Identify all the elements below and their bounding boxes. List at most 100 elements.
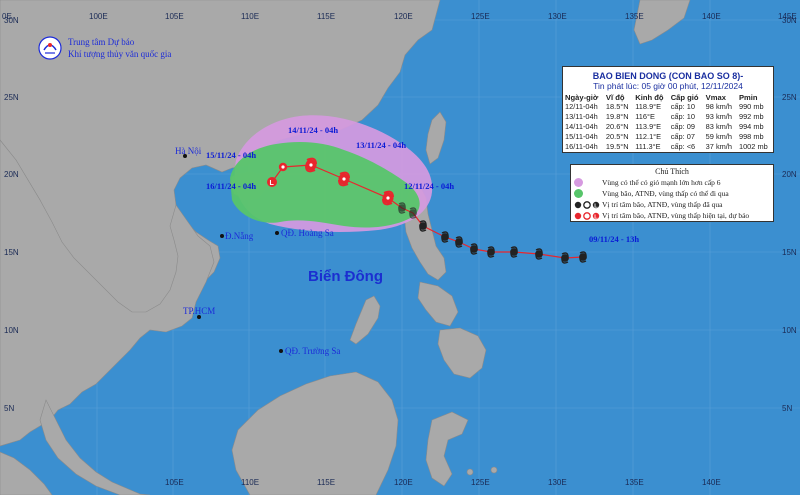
tick-left-4: 10N [4,326,19,335]
tick-top-1: 100E [89,12,108,21]
cell: 992 mb [738,112,764,121]
land [0,0,691,495]
indochina [0,139,215,447]
cell: cấp: 07 [670,132,695,141]
cell: 998 mb [738,132,764,141]
cell: 18.5°N [605,102,629,111]
bulletin-box: BAO BIEN DONG (CON BAO SO 8)- Tin phát l… [562,66,774,153]
legend-item-label: Vị trí tâm bão, ATNĐ, vùng thấp hiện tại… [602,211,750,220]
past-position-icon [419,220,427,232]
cell: 83 km/h [705,122,732,131]
cell: cấp: 10 [670,102,695,111]
cell: 118.9°E [635,102,662,111]
legend-item: L Vị trí tâm bão, ATNĐ, vùng thấp đã qua [571,199,773,210]
tick-bottom-4: 125E [471,478,490,487]
table-row: 13/11-04h 19.8°N 116°E cấp: 10 93 km/h 9… [563,112,773,122]
label-date-1211: 12/11/24 - 04h [404,181,455,191]
table-row: 16/11-04h 19.5°N 111.3°E cấp: <6 37 km/h… [563,142,773,152]
cell: 113.9°E [635,122,662,131]
tick-right-3: 15N [782,248,797,257]
table-row: 12/11-04h 18.5°N 118.9°E cấp: 10 98 km/h… [563,102,773,112]
past-position-icon [579,251,587,263]
legend-item: Vùng có thể có gió mạnh lớn hơn cấp 6 [571,177,773,188]
storm-path-zone [230,142,420,228]
label-hanoi: Hà Nội [175,146,202,156]
tick-bottom-0: 105E [165,478,184,487]
tick-top-4: 115E [317,12,336,21]
label-date-1611: 16/11/24 - 04h [206,181,257,191]
cell: cấp: 09 [670,122,695,131]
past-position-icon [409,207,417,219]
sumatra-island [0,451,53,495]
tick-right-1: 25N [782,93,797,102]
past-position-icon [441,231,449,243]
forecast-position-icon [278,162,288,172]
cell: 19.8°N [605,112,629,121]
agency-logo: Trung tâm Dự báo Khí tượng thủy văn quốc… [38,36,171,60]
label-truongsa: QĐ. Trường Sa [285,346,341,356]
tick-top-2: 105E [165,12,184,21]
japan-islands [633,0,691,45]
header-cell: Vmax [705,93,726,102]
cell: 20.5°N [605,132,629,141]
cell: 994 mb [738,122,764,131]
tick-top-8: 135E [625,12,644,21]
cell: 13/11-04h [565,112,598,121]
tick-top-3: 110E [241,12,260,21]
forecast-low-icon: L [267,177,277,187]
past-position-icon [535,248,543,260]
legend-item-label: Vùng có thể có gió mạnh lớn hơn cấp 6 [602,178,721,187]
bulletin-table: Ngày-giờ Vĩ độ Kinh độ Cấp gió Vmax Pmin… [563,93,773,152]
sulawesi-island [425,411,469,487]
hoangsa-dot [275,231,279,235]
cell: 111.3°E [635,142,661,151]
cell: 19.5°N [605,142,629,151]
bulletin-header-row: Ngày-giờ Vĩ độ Kinh độ Cấp gió Vmax Pmin [563,93,773,102]
cell: cấp: <6 [670,142,696,151]
past-position-icon [487,246,495,258]
past-position-icon [455,236,463,248]
label-bien-dong: Biển Đông [308,268,383,285]
svg-text:L: L [594,203,598,209]
cell: 15/11-04h [565,132,598,141]
forecast-position-icon [305,157,317,173]
tick-top-6: 125E [471,12,490,21]
legend-box: Chú Thích Vùng có thể có gió mạnh lớn hơ… [570,164,774,222]
borneo-island [231,371,399,495]
tick-bottom-6: 135E [625,478,644,487]
legend-item-label: Vùng bão, ATNĐ, vùng thấp có thể đi qua [602,189,729,198]
tick-left-0: 30N [4,16,19,25]
past-positions-symbol-icon: L [574,200,600,209]
legend-item: Vùng bão, ATNĐ, vùng thấp có thể đi qua [571,188,773,199]
green-zone-swatch-icon [574,189,583,198]
city-markers [183,154,283,353]
tick-top-7: 130E [548,12,567,21]
tick-left-1: 25N [4,93,19,102]
palawan-island [349,295,381,345]
svg-text:L: L [594,214,598,220]
cell: 1002 mb [738,142,768,151]
agency-name-line2: Khí tượng thủy văn quốc gia [68,49,172,59]
danang-dot [220,234,224,238]
legend-item-label: Vị trí tâm bão, ATNĐ, vùng thấp đã qua [602,200,723,209]
legend-item: L Vị trí tâm bão, ATNĐ, vùng thấp hiện t… [571,210,773,221]
legend-title: Chú Thích [655,167,689,176]
cell: cấp: 10 [670,112,695,121]
table-row: 14/11-04h 20.6°N 113.9°E cấp: 09 83 km/h… [563,122,773,132]
header-cell: Pmin [738,93,758,102]
tick-bottom-1: 110E [241,478,260,487]
hanoi-dot [183,154,187,158]
tick-right-4: 10N [782,326,797,335]
current-position-icon [382,190,394,206]
cell: 20.6°N [605,122,629,131]
past-position-icon [510,246,518,258]
past-position-icon [561,252,569,264]
agency-name-line1: Trung tâm Dự báo [68,37,135,47]
header-cell: Kinh độ [635,93,664,102]
tick-top-0: 0E [2,12,12,21]
tick-right-5: 5N [782,404,793,413]
mindanao-island [437,327,487,379]
tick-left-5: 5N [4,404,15,413]
label-date-1511: 15/11/24 - 04h [206,150,257,160]
table-row: 15/11-04h 20.5°N 112.1°E cấp: 07 59 km/h… [563,132,773,142]
